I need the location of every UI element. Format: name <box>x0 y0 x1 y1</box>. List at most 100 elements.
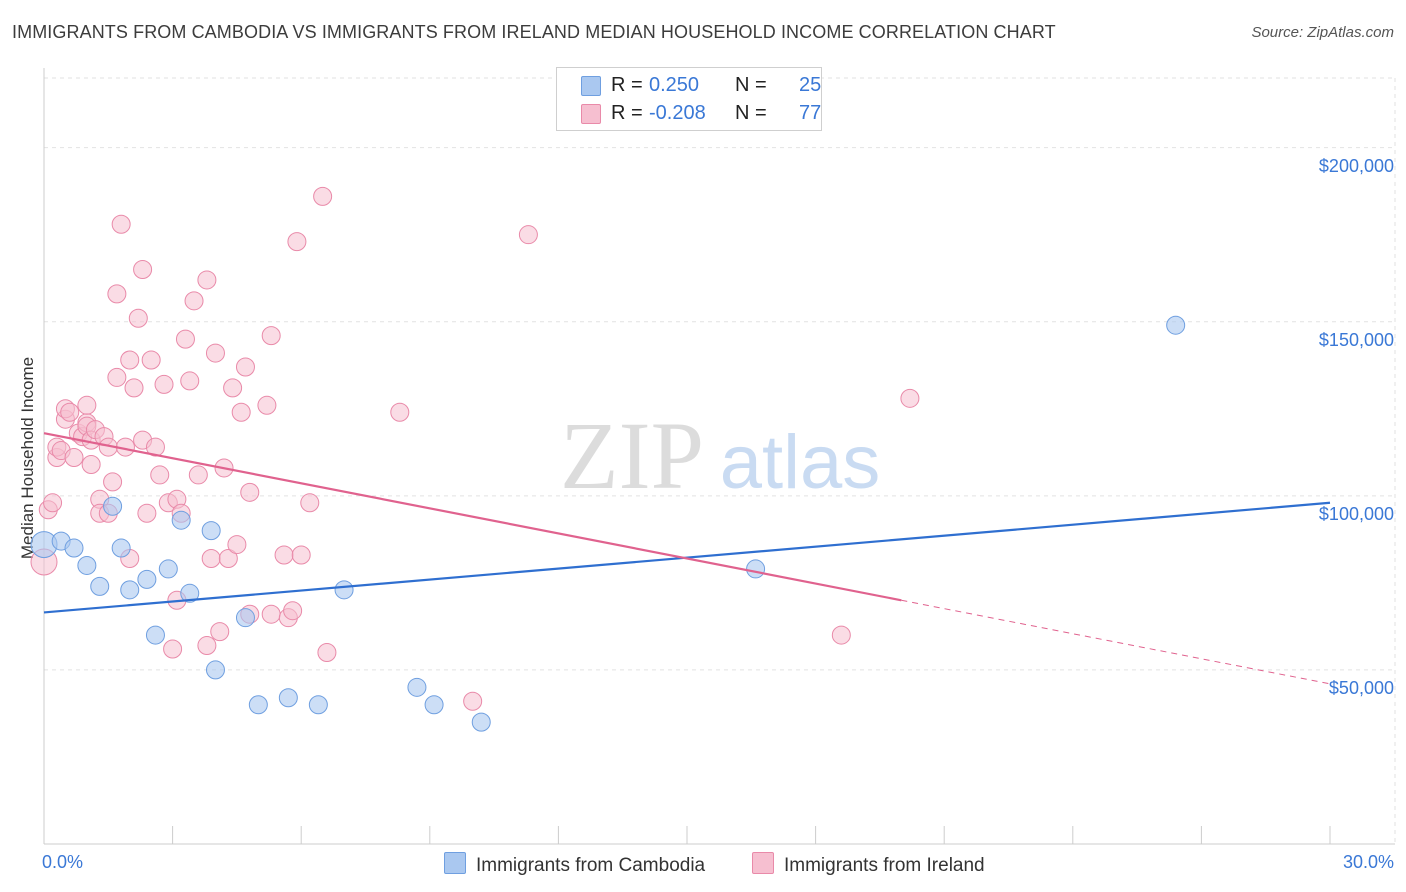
ireland-point <box>145 437 165 457</box>
legend-r-value-cambodia: 0.250 <box>649 74 700 96</box>
trendlines <box>43 432 1331 685</box>
y-tick-label: $150,000 <box>1318 329 1394 350</box>
legend-label-ireland: Immigrants from Ireland <box>784 855 985 876</box>
ireland-point <box>137 503 157 523</box>
ireland-point <box>133 260 153 279</box>
ireland-point <box>518 225 538 245</box>
ireland-point <box>227 535 247 555</box>
legend-item-cambodia[interactable]: Immigrants from Cambodia <box>444 852 705 876</box>
cambodia-point <box>308 695 328 715</box>
ireland-point <box>154 374 174 394</box>
ireland-point <box>120 350 140 370</box>
x-tick-label-min: 0.0% <box>42 852 84 872</box>
ireland-point <box>210 622 230 642</box>
ireland-point <box>283 601 303 621</box>
legend-swatch-cambodia <box>444 852 466 874</box>
ireland-point <box>231 402 251 422</box>
watermark: ZIP atlas <box>560 402 880 509</box>
cambodia-point <box>248 695 268 715</box>
ireland-point <box>163 639 183 659</box>
cambodia-point <box>407 677 427 697</box>
legend-label-cambodia: Immigrants from Cambodia <box>476 855 706 876</box>
cambodia-point <box>120 580 140 600</box>
ireland-trendline <box>43 432 902 602</box>
ireland-point <box>900 388 920 408</box>
ireland-point <box>223 378 243 398</box>
ireland-point <box>240 482 260 502</box>
axes <box>43 68 1395 845</box>
y-tick-label: $50,000 <box>1328 677 1394 698</box>
ireland-trendline-extension <box>901 599 1331 685</box>
ireland-point <box>188 465 208 485</box>
ireland-point <box>274 545 294 565</box>
ireland-point <box>390 402 410 422</box>
ireland-point <box>124 378 144 398</box>
legend-n-label: N = <box>735 74 767 96</box>
cambodia-point <box>145 625 165 645</box>
ireland-point <box>261 326 281 346</box>
cambodia-point <box>90 576 110 596</box>
cambodia-point <box>278 688 298 708</box>
legend-n-label: N = <box>735 102 767 124</box>
ireland-point <box>197 270 217 290</box>
chart-source: Source: ZipAtlas.com <box>1251 24 1394 41</box>
ireland-point <box>235 357 255 377</box>
ireland-point <box>218 548 238 568</box>
cambodia-point <box>746 559 766 579</box>
ireland-point <box>60 402 80 422</box>
legend-r-label: R = <box>611 102 643 124</box>
legend-n-value-ireland: 77 <box>799 102 822 124</box>
legend-item-ireland[interactable]: Immigrants from Ireland <box>752 852 985 876</box>
ireland-point <box>111 214 131 234</box>
cambodia-point <box>180 583 200 603</box>
watermark-zip: ZIP <box>560 402 704 509</box>
cambodia-point <box>1166 315 1186 335</box>
legend-swatch-ireland <box>581 104 601 124</box>
ireland-point <box>77 395 97 415</box>
ireland-point <box>463 691 483 711</box>
cambodia-point <box>158 559 178 579</box>
ireland-point <box>180 371 200 391</box>
points-cambodia <box>30 315 1186 732</box>
legend-r-value-ireland: -0.208 <box>649 102 706 124</box>
stats-legend: R = 0.250 N = 25 R = -0.208 N = 77 <box>556 67 822 131</box>
ireland-point <box>300 493 320 513</box>
ireland-point <box>184 291 204 311</box>
cambodia-point <box>334 580 354 600</box>
cambodia-point <box>64 538 84 558</box>
y-tick-label: $100,000 <box>1318 503 1394 524</box>
legend-swatch-ireland <box>752 852 774 874</box>
ireland-point <box>197 636 217 656</box>
cambodia-point <box>205 660 225 680</box>
ireland-point <box>291 545 311 565</box>
cambodia-point <box>137 569 157 589</box>
watermark-atlas: atlas <box>720 420 881 505</box>
ireland-point <box>175 329 195 349</box>
cambodia-point <box>171 510 191 530</box>
cambodia-point <box>424 695 444 715</box>
cambodia-point <box>77 555 97 575</box>
ireland-point <box>107 367 127 387</box>
cambodia-point <box>111 538 131 558</box>
cambodia-point <box>201 521 221 541</box>
legend-swatch-cambodia <box>581 76 601 96</box>
ireland-point <box>831 625 851 645</box>
ireland-point <box>287 232 307 252</box>
legend-r-label: R = <box>611 74 643 96</box>
cambodia-point <box>103 496 123 516</box>
ireland-point <box>103 472 123 492</box>
cambodia-point <box>235 608 255 628</box>
ireland-point <box>43 493 63 513</box>
ireland-point <box>107 284 127 304</box>
legend-n-value-cambodia: 25 <box>799 74 822 96</box>
ireland-point <box>205 343 225 363</box>
ireland-point <box>141 350 161 370</box>
ireland-point <box>201 548 221 568</box>
x-tick-label-max: 30.0% <box>1342 852 1394 872</box>
ireland-point <box>81 454 101 474</box>
ireland-point <box>261 604 281 624</box>
ireland-point <box>64 448 84 468</box>
ireland-point <box>150 465 170 485</box>
chart-title: IMMIGRANTS FROM CAMBODIA VS IMMIGRANTS F… <box>12 22 1056 42</box>
